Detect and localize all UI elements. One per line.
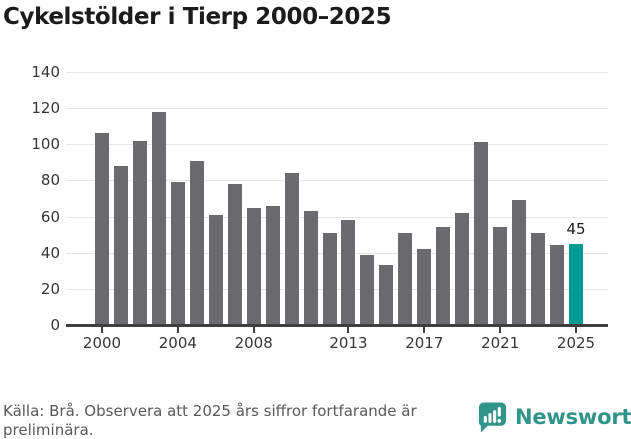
newsworthy-logo[interactable]: Newsworthy bbox=[477, 400, 631, 434]
y-axis-tick-label: 20 bbox=[40, 279, 60, 298]
gridline bbox=[66, 252, 608, 254]
bar bbox=[417, 249, 432, 325]
y-axis-tick-label: 40 bbox=[40, 243, 60, 262]
x-axis-tick bbox=[252, 327, 255, 333]
y-axis-tick-label: 60 bbox=[40, 207, 60, 226]
bar bbox=[246, 207, 261, 325]
x-axis-tick-label: 2000 bbox=[82, 334, 122, 352]
gridline bbox=[66, 288, 608, 290]
gridline bbox=[66, 216, 608, 218]
gridline bbox=[66, 144, 608, 146]
bar bbox=[208, 214, 223, 325]
bar bbox=[569, 243, 583, 325]
chart-title: Cykelstölder i Tierp 2000–2025 bbox=[3, 4, 392, 30]
y-axis-tick-label: 80 bbox=[40, 171, 60, 190]
bar bbox=[227, 184, 242, 325]
x-axis-tick-label: 2008 bbox=[234, 334, 273, 352]
bar bbox=[95, 133, 109, 325]
bar bbox=[113, 165, 128, 325]
x-axis-tick-label: 2025 bbox=[556, 334, 596, 352]
y-axis-tick-label: 140 bbox=[31, 63, 60, 81]
x-axis-tick bbox=[423, 327, 426, 333]
bar bbox=[474, 142, 489, 325]
bar bbox=[322, 232, 337, 325]
bar bbox=[189, 160, 204, 325]
bar-value-label: 45 bbox=[566, 219, 586, 238]
bar bbox=[455, 212, 470, 325]
x-axis-tick bbox=[101, 327, 103, 333]
x-axis-tick bbox=[176, 327, 179, 333]
bar-chart-speech-bubble-icon bbox=[477, 401, 508, 433]
y-axis-tick-label: 100 bbox=[31, 135, 60, 154]
x-axis-line bbox=[66, 324, 608, 327]
x-axis-tick-label: 2021 bbox=[481, 334, 520, 352]
bar bbox=[379, 265, 394, 325]
x-axis-tick bbox=[499, 327, 502, 333]
bar bbox=[436, 227, 451, 325]
gridline bbox=[66, 180, 608, 182]
bar bbox=[151, 111, 166, 325]
bar bbox=[170, 182, 185, 325]
bar bbox=[550, 245, 565, 325]
brand-name: Newsworthy bbox=[515, 405, 631, 429]
bar bbox=[284, 173, 299, 325]
y-axis-tick-label: 0 bbox=[50, 316, 60, 334]
x-axis-tick bbox=[575, 327, 577, 333]
x-axis-tick bbox=[347, 327, 350, 333]
gridline bbox=[66, 108, 608, 110]
x-axis-tick-label: 2004 bbox=[158, 334, 197, 352]
source-note: Källa: Brå. Observera att 2025 års siffr… bbox=[3, 402, 417, 439]
bar bbox=[265, 205, 280, 325]
bar bbox=[132, 140, 147, 325]
bar bbox=[303, 211, 318, 325]
x-axis-tick-label: 2017 bbox=[405, 334, 444, 352]
y-axis-tick-label: 120 bbox=[31, 99, 60, 118]
bar bbox=[512, 200, 527, 325]
bar bbox=[360, 254, 375, 325]
bar bbox=[493, 227, 508, 325]
bar bbox=[531, 232, 546, 325]
bar bbox=[398, 232, 413, 325]
gridline bbox=[66, 72, 608, 73]
bar bbox=[341, 220, 356, 325]
x-axis-tick-label: 2013 bbox=[329, 334, 368, 352]
